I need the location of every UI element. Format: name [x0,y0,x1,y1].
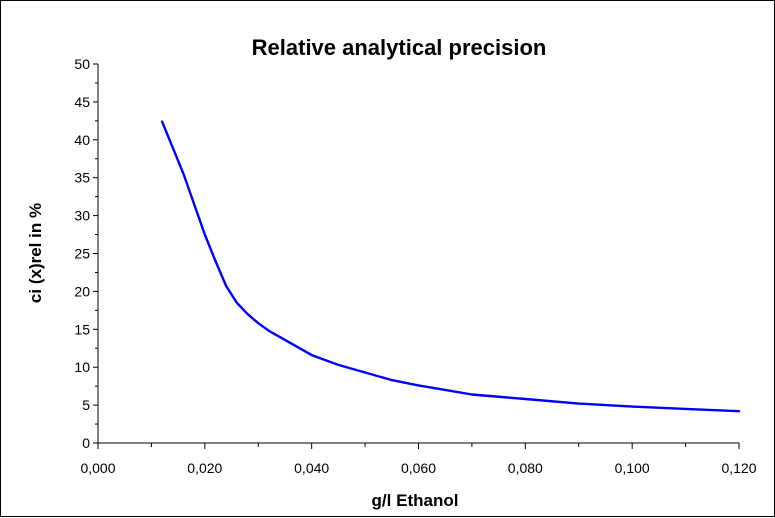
x-axis-label: g/l Ethanol [372,491,459,510]
series-line [160,120,741,413]
x-tick-label: 0,120 [721,460,756,476]
y-tick-label: 30 [74,208,90,224]
y-tick-label: 5 [82,397,90,413]
y-tick-label: 15 [74,321,90,337]
y-tick-label: 35 [74,170,90,186]
x-tick-label: 0,020 [187,460,222,476]
x-tick-label: 0,000 [80,460,115,476]
y-tick-label: 50 [74,56,90,72]
x-tick-label: 0,100 [615,460,650,476]
y-tick-label: 0 [82,435,90,451]
x-tick-label: 0,040 [294,460,329,476]
x-tick-label: 0,060 [401,460,436,476]
y-tick-label: 40 [74,132,90,148]
axes: 0 5 10 15 20 25 30 35 40 45 50 0,000 0,020 0,040 0,060… [74,56,756,476]
y-tick-label: 10 [74,359,90,375]
y-axis-label: ci (x)rel in % [26,203,45,303]
y-tick-label: 45 [74,94,90,110]
x-tick-label: 0,080 [508,460,543,476]
chart-title: Relative analytical precision [252,35,547,60]
series-group [160,120,741,413]
y-tick-label: 25 [74,246,90,262]
y-tick-label: 20 [74,283,90,299]
